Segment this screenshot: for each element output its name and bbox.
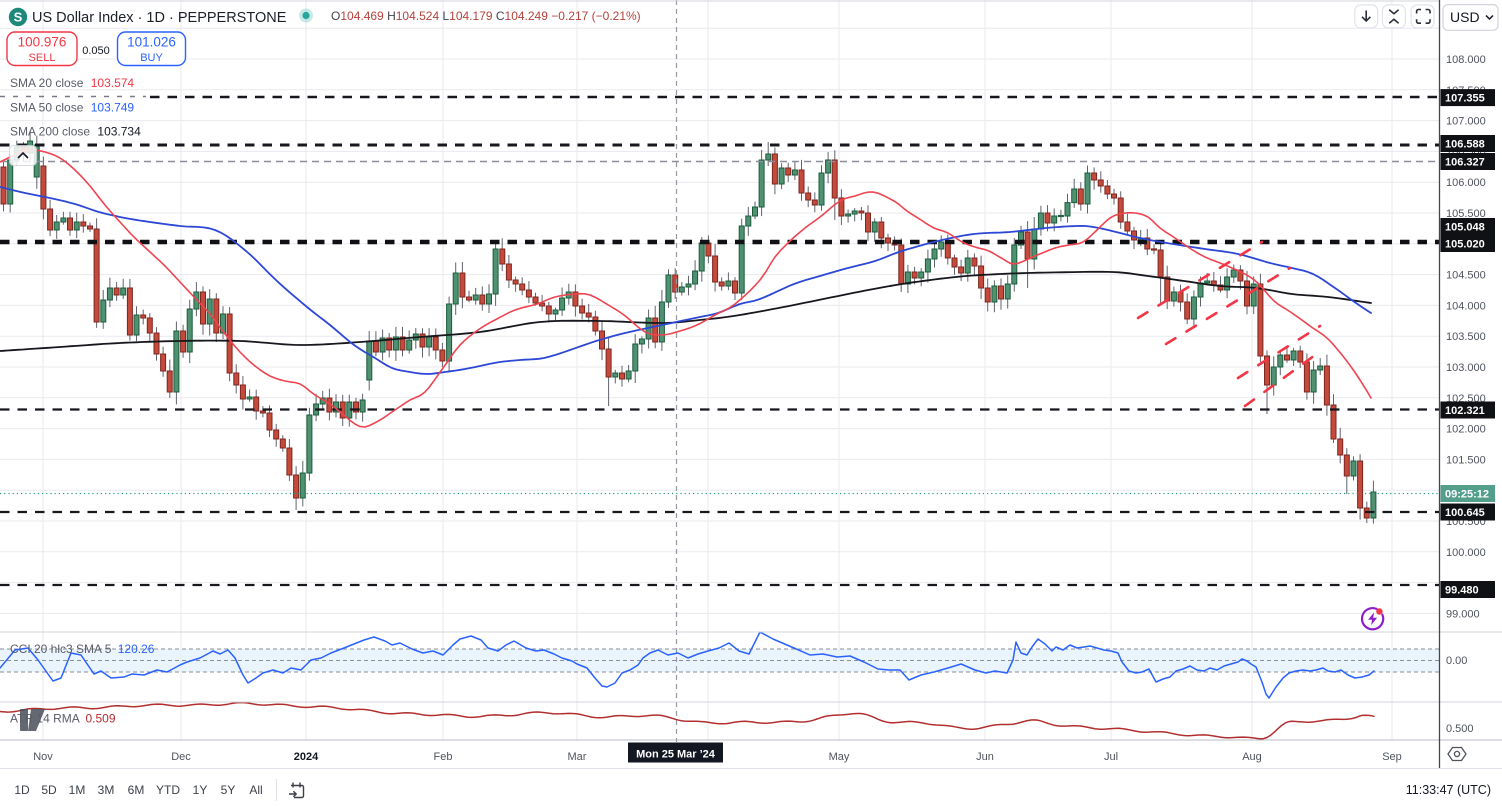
svg-text:1Y: 1Y — [193, 783, 208, 797]
svg-text:100.000: 100.000 — [1446, 547, 1486, 559]
svg-text:105.048: 105.048 — [1445, 222, 1485, 234]
svg-text:1M: 1M — [69, 783, 86, 797]
svg-text:99.000: 99.000 — [1446, 608, 1480, 620]
svg-text:104.000: 104.000 — [1446, 300, 1486, 312]
svg-text:CCI 20 hlc3 SMA 5 120.26: CCI 20 hlc3 SMA 5 120.26 — [10, 642, 155, 656]
svg-text:SMA 50 close 103.749: SMA 50 close 103.749 — [10, 101, 134, 115]
svg-text:SMA 20 close 103.574: SMA 20 close 103.574 — [10, 76, 134, 90]
svg-text:107.355: 107.355 — [1445, 93, 1485, 105]
svg-text:Sep: Sep — [1382, 751, 1402, 763]
svg-text:103.500: 103.500 — [1446, 331, 1486, 343]
svg-text:ATR 14 RMA 0.509: ATR 14 RMA 0.509 — [10, 712, 116, 726]
svg-text:All: All — [249, 783, 262, 797]
svg-text:108.000: 108.000 — [1446, 54, 1486, 66]
svg-text:1D: 1D — [14, 783, 30, 797]
svg-text:104.500: 104.500 — [1446, 270, 1486, 282]
svg-text:105.500: 105.500 — [1446, 208, 1486, 220]
svg-text:102.321: 102.321 — [1445, 405, 1485, 417]
svg-text:Feb: Feb — [434, 751, 453, 763]
svg-text:0.500: 0.500 — [1446, 723, 1474, 735]
svg-text:0.00: 0.00 — [1446, 655, 1467, 667]
svg-text:Mon 25 Mar ’24: Mon 25 Mar ’24 — [636, 749, 716, 761]
svg-text:100.976: 100.976 — [18, 35, 67, 50]
svg-text:106.000: 106.000 — [1446, 177, 1486, 189]
svg-text:100.645: 100.645 — [1445, 507, 1485, 519]
svg-text:106.327: 106.327 — [1445, 157, 1485, 169]
svg-text:0.050: 0.050 — [82, 45, 110, 57]
svg-text:Jul: Jul — [1104, 751, 1118, 763]
svg-text:S: S — [14, 10, 23, 25]
svg-text:105.020: 105.020 — [1445, 239, 1485, 251]
svg-text:SMA 200 close 103.734: SMA 200 close 103.734 — [10, 125, 141, 139]
svg-text:101.500: 101.500 — [1446, 454, 1486, 466]
svg-text:11:33:47 (UTC): 11:33:47 (UTC) — [1406, 783, 1491, 797]
svg-text:3M: 3M — [98, 783, 115, 797]
svg-text:Aug: Aug — [1242, 751, 1262, 763]
svg-text:102.000: 102.000 — [1446, 424, 1486, 436]
svg-text:103.000: 103.000 — [1446, 362, 1486, 374]
svg-text:O104.469 H104.524 L104.179 C10: O104.469 H104.524 L104.179 C104.249 −0.2… — [331, 9, 641, 23]
svg-text:Dec: Dec — [171, 751, 191, 763]
svg-text:6M: 6M — [128, 783, 145, 797]
svg-text:SELL: SELL — [29, 52, 56, 64]
svg-text:May: May — [829, 751, 850, 763]
svg-text:Mar: Mar — [568, 751, 587, 763]
svg-text:USD: USD — [1450, 9, 1480, 25]
svg-text:5D: 5D — [41, 783, 57, 797]
svg-text:Nov: Nov — [33, 751, 53, 763]
svg-text:107.000: 107.000 — [1446, 116, 1486, 128]
svg-text:Jun: Jun — [976, 751, 994, 763]
svg-text:09:25:12: 09:25:12 — [1445, 489, 1489, 501]
svg-text:2024: 2024 — [294, 751, 319, 763]
svg-text:5Y: 5Y — [221, 783, 236, 797]
svg-text:BUY: BUY — [140, 52, 163, 64]
svg-text:US Dollar Index · 1D · PEPPERS: US Dollar Index · 1D · PEPPERSTONE — [32, 10, 287, 26]
svg-text:101.026: 101.026 — [127, 35, 176, 50]
svg-text:99.480: 99.480 — [1445, 585, 1479, 597]
svg-text:YTD: YTD — [156, 783, 180, 797]
svg-text:106.588: 106.588 — [1445, 139, 1485, 151]
